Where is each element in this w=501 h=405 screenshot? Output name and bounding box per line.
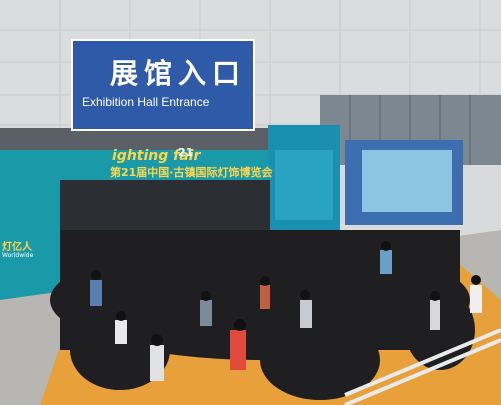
hall-sign-english: Exhibition Hall Entrance — [82, 95, 210, 109]
fair-chinese-title: 第21届中国·古镇国际灯饰博览会 — [110, 166, 273, 179]
railing — [344, 328, 501, 405]
left-pillar-text: 灯亿人 — [2, 242, 32, 253]
fair-logo-text: ighting fair — [112, 148, 201, 164]
hall-sign-chinese: 展馆入口 — [110, 57, 247, 90]
fair-edition-number: 21 — [178, 146, 194, 159]
left-pillar-subtext: Worldwide — [2, 252, 34, 259]
hall-sign-board — [71, 39, 255, 131]
